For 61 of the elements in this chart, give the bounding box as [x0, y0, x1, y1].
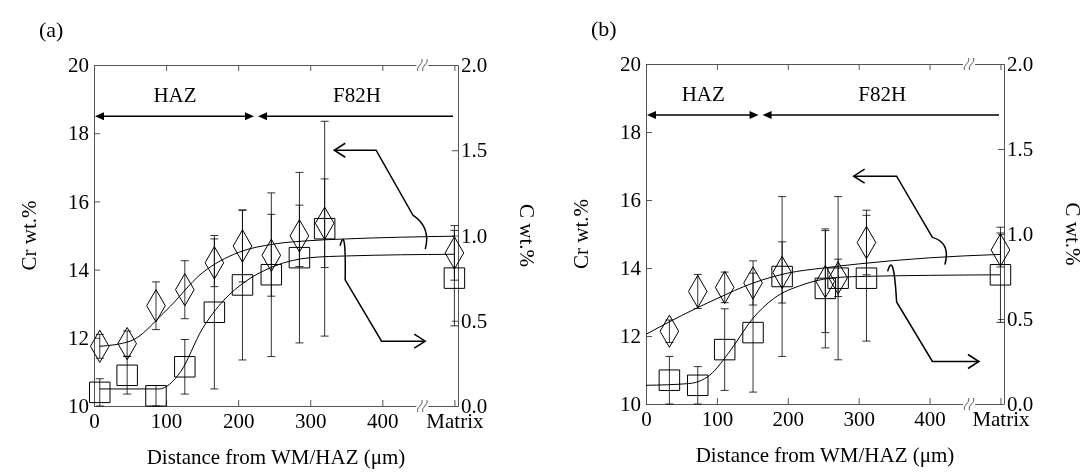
y2-tick-label: 2.0: [461, 53, 488, 78]
point: [116, 364, 138, 387]
point: [145, 385, 167, 407]
annotation: HAZ: [153, 83, 197, 108]
y2-tick-label: 2.0: [1007, 52, 1034, 77]
x-tick-label: 200: [222, 408, 255, 433]
y-tick-label: 20: [67, 53, 89, 78]
y2-tick-label: 0.5: [1007, 307, 1034, 332]
y-tick-label: 18: [619, 120, 641, 145]
x-axis-title: Distance from WM/HAZ (μm): [695, 443, 955, 467]
x-tick-label: 400: [914, 406, 946, 431]
annotation: HAZ: [681, 82, 725, 106]
point: [203, 301, 226, 323]
y-tick-label: 14: [67, 257, 90, 282]
point: [989, 264, 1012, 286]
y-axis-title: Cr wt.%: [569, 199, 593, 269]
point: [771, 265, 793, 288]
y2-tick-label: 1.0: [461, 223, 488, 248]
y2-tick-label: 1.5: [461, 138, 488, 163]
y2-tick-label: 1.5: [1007, 137, 1034, 162]
y-tick-label: 10: [67, 394, 89, 419]
y2-axis-title: C wt.%: [515, 204, 539, 267]
point: [443, 267, 466, 289]
point: [814, 277, 837, 300]
x-axis-title: Distance from WM/HAZ (μm): [146, 445, 406, 469]
x-tick-label: 200: [772, 406, 805, 431]
point: [260, 263, 283, 286]
point: [687, 374, 709, 397]
point: [658, 369, 681, 391]
point: [231, 274, 254, 296]
y-tick-label: 14: [619, 256, 642, 281]
point: [742, 321, 764, 344]
point: [713, 338, 736, 361]
point: [174, 356, 196, 378]
annotation: F82H: [858, 82, 907, 106]
x-tick-label: 0: [641, 406, 652, 431]
y-tick-label: 12: [67, 326, 89, 351]
y-tick-label: 18: [67, 121, 89, 146]
y-tick-label: 12: [619, 324, 641, 349]
point: [89, 381, 111, 404]
y-axis-title: Cr wt.%: [17, 200, 41, 271]
y-tick-label: 10: [619, 392, 641, 417]
x-tick-label: 300: [843, 406, 875, 431]
x-tick-label: 300: [294, 408, 327, 433]
y2-tick-label: 0.5: [461, 308, 488, 333]
annotation: F82H: [333, 83, 381, 108]
y-tick-label: 16: [619, 188, 641, 213]
y-tick-label: 16: [67, 189, 89, 214]
y2-tick-label: 1.0: [1007, 222, 1034, 247]
point: [827, 267, 849, 289]
point: [855, 267, 878, 289]
x-tick-label: 400: [367, 408, 399, 433]
x-tick-label: 100: [150, 408, 183, 433]
x-tick-label: 0: [89, 408, 100, 433]
chart-title: (b): [591, 16, 617, 41]
y2-axis-title: C wt.%: [1061, 202, 1085, 266]
point: [313, 217, 336, 240]
y-tick-label: 20: [619, 52, 641, 77]
chart-title: (a): [39, 17, 64, 42]
point: [288, 246, 311, 269]
x-tick-label: 100: [701, 406, 734, 431]
